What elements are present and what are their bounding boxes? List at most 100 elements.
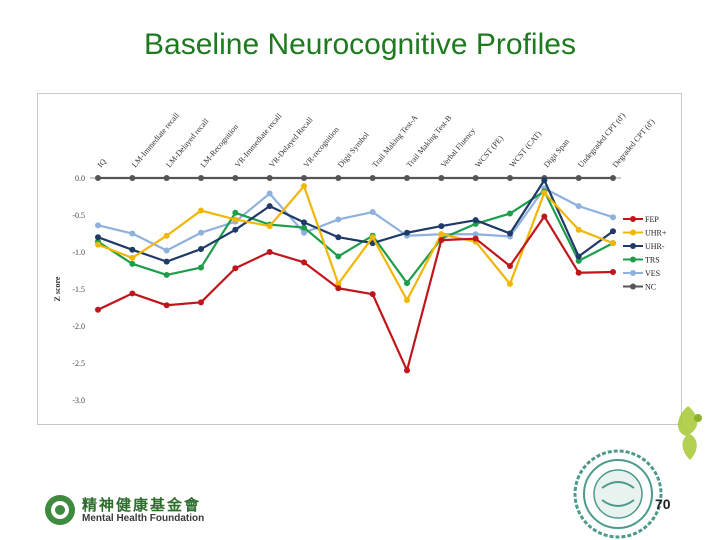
data-point (541, 177, 548, 184)
data-point (472, 175, 479, 181)
y-tick-label: -3.0 (72, 396, 85, 405)
data-point (610, 175, 616, 181)
data-point (232, 265, 239, 272)
data-point (575, 226, 582, 233)
data-point (198, 175, 204, 181)
y-axis-label: Z score (53, 276, 62, 301)
data-point (301, 183, 307, 190)
foundation-logo-icon (45, 495, 75, 525)
data-point (335, 285, 342, 292)
data-point (404, 280, 410, 287)
data-point (541, 213, 548, 220)
org-name-english: Mental Health Foundation (82, 513, 205, 524)
data-point (507, 280, 513, 287)
data-point (266, 223, 273, 230)
data-point (266, 190, 273, 197)
legend-marker (630, 243, 636, 249)
data-point (472, 235, 479, 242)
legend-label: TRS (645, 256, 660, 265)
data-point (129, 260, 136, 267)
data-point (335, 280, 342, 287)
data-point (507, 210, 513, 217)
page-number: 70 (655, 496, 671, 512)
data-point (438, 237, 445, 244)
data-point (198, 246, 204, 253)
data-point (163, 271, 170, 278)
data-point (404, 229, 410, 236)
series-line-TRS (97, 190, 614, 285)
x-tick-label: WCST (CAT) (508, 129, 544, 169)
legend-marker (630, 229, 636, 236)
data-point (198, 299, 204, 306)
x-tick-label: WCST (PE) (473, 134, 505, 170)
chart-frame: 0.0 -0.5 -1.0 -1.5 -2.0 -2.5 -3.0 Z score IQ LM-I… (37, 93, 682, 425)
data-point (472, 231, 479, 238)
data-point (301, 224, 307, 231)
data-point (163, 232, 170, 239)
data-point (232, 209, 239, 216)
y-tick-label: -1.5 (72, 285, 85, 294)
legend-marker (630, 283, 636, 290)
data-point (301, 259, 307, 266)
y-tick-label: 0.0 (75, 174, 85, 183)
y-tick-label: -2.5 (72, 359, 85, 368)
data-point (575, 203, 582, 210)
data-point (610, 268, 616, 275)
data-point (575, 175, 582, 181)
x-tick-label: VR-recognition (302, 125, 341, 169)
data-point (266, 175, 273, 181)
data-point (129, 230, 136, 237)
data-point (95, 241, 101, 248)
data-point (575, 269, 582, 276)
data-point (266, 249, 273, 255)
data-point (198, 207, 204, 214)
data-point (301, 175, 307, 181)
data-point (610, 240, 616, 247)
data-point (335, 175, 342, 181)
slide-title: Baseline Neurocognitive Profiles (144, 28, 576, 61)
data-point (575, 253, 582, 260)
legend-marker (630, 256, 636, 263)
y-tick-label: -1.0 (72, 248, 85, 257)
data-point (404, 175, 410, 181)
data-point (95, 175, 101, 181)
data-point (198, 229, 204, 236)
data-point (404, 297, 410, 304)
data-point (610, 214, 616, 221)
data-point (163, 247, 170, 254)
data-point (129, 175, 136, 181)
seal-icon (573, 449, 663, 539)
legend-label: FEP (645, 215, 659, 224)
data-point (95, 222, 101, 229)
legend-label: VES (645, 269, 660, 278)
data-point (369, 175, 376, 181)
data-point (575, 257, 582, 264)
x-tick-label: Digit Span (542, 137, 571, 169)
data-point (163, 175, 170, 181)
data-point (198, 264, 204, 271)
y-tick-label: -0.5 (72, 211, 85, 220)
data-point (129, 254, 136, 261)
data-point (507, 263, 513, 270)
legend-marker (630, 216, 636, 222)
x-tick-label: Digit Symbol (336, 130, 371, 170)
data-point (369, 234, 376, 241)
data-point (404, 367, 410, 374)
x-tick-label: Verbal Fluency (439, 126, 477, 169)
data-point (438, 175, 445, 181)
series-line-UHRplus (97, 185, 614, 302)
data-point (95, 234, 101, 241)
legend-marker (630, 270, 636, 276)
data-point (335, 216, 342, 223)
series-line-VES (97, 187, 614, 252)
data-point (129, 246, 136, 253)
data-point (335, 234, 342, 241)
data-point (95, 306, 101, 313)
data-point (163, 258, 170, 265)
data-point (301, 219, 307, 226)
org-name-chinese: 精神健康基金會 (82, 496, 202, 514)
x-tick-label: IQ (96, 157, 108, 169)
data-point (369, 291, 376, 298)
legend-label: UHR+ (645, 229, 667, 238)
